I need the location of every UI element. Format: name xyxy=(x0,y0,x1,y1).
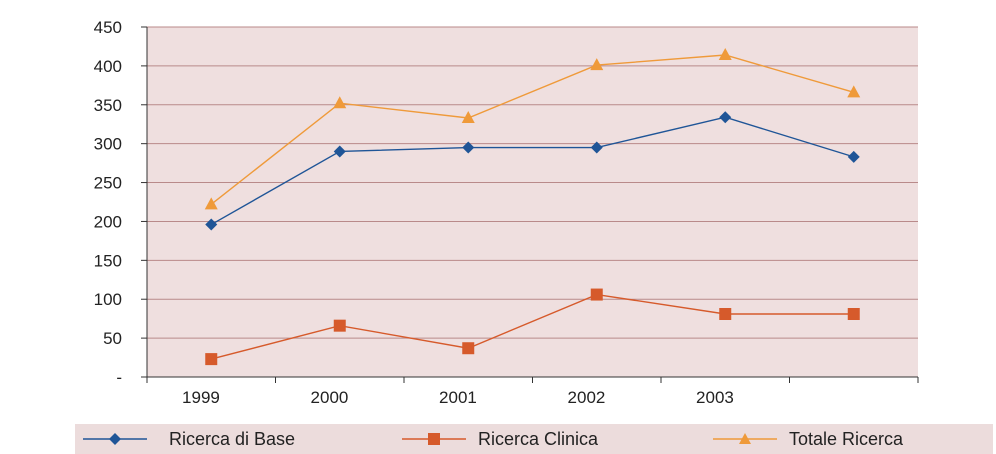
y-tick-label: 250 xyxy=(94,174,122,193)
y-tick-label: 450 xyxy=(94,18,122,37)
series-totale-ricerca xyxy=(204,48,861,210)
data-point xyxy=(590,288,603,301)
legend-swatch-diamond xyxy=(83,429,147,449)
data-point xyxy=(204,197,218,210)
data-point xyxy=(333,319,346,332)
legend-swatch-triangle xyxy=(713,429,777,449)
legend-label: Ricerca di Base xyxy=(169,428,296,449)
legend-swatch-square xyxy=(402,429,466,449)
y-tick-label: 200 xyxy=(94,212,122,231)
y-axis: - 50 100 150 200 250 300 350 400 450 xyxy=(94,18,148,387)
data-point xyxy=(462,342,475,355)
x-tick-label: 2000 xyxy=(311,388,349,407)
legend-item-totale-ricerca: Totale Ricerca xyxy=(713,424,903,454)
y-tick-label: 300 xyxy=(94,135,122,154)
x-axis: 1999 2000 2001 2002 2003 xyxy=(146,376,919,407)
y-tick-label: 150 xyxy=(94,251,122,270)
series-line xyxy=(210,54,854,205)
series-line xyxy=(211,293,854,360)
data-point xyxy=(462,141,475,154)
data-point xyxy=(205,353,218,366)
y-tick-label: 350 xyxy=(94,96,122,115)
x-tick-label: 2002 xyxy=(568,388,606,407)
series-line xyxy=(210,116,854,226)
legend-label: Totale Ricerca xyxy=(789,428,904,449)
line-chart: - 50 100 150 200 250 300 350 400 450 1999 2000 2001… xyxy=(94,18,919,407)
data-point xyxy=(719,308,732,320)
data-point xyxy=(205,218,218,231)
series-layer xyxy=(204,48,861,366)
y-tick-label: - xyxy=(116,368,122,387)
x-tick-label: 1999 xyxy=(182,388,220,407)
data-point xyxy=(847,150,860,163)
plot-area xyxy=(147,27,918,377)
y-tick-label: 50 xyxy=(103,329,122,348)
data-point xyxy=(590,141,603,154)
x-tick-label: 2001 xyxy=(439,388,477,407)
data-point xyxy=(461,111,475,123)
legend-label: Ricerca Clinica xyxy=(478,428,599,449)
y-tick-label: 400 xyxy=(94,57,122,76)
legend: Ricerca di Base Ricerca Clinica Totale R… xyxy=(75,424,993,454)
series-ricerca-clinica xyxy=(205,288,860,366)
data-point xyxy=(333,145,346,158)
data-point xyxy=(847,308,860,320)
legend-item-ricerca-di-base: Ricerca di Base xyxy=(83,424,295,454)
x-tick-label: 2003 xyxy=(696,388,734,407)
legend-item-ricerca-clinica: Ricerca Clinica xyxy=(402,424,598,454)
data-point xyxy=(719,111,732,124)
data-point xyxy=(590,58,604,71)
data-point xyxy=(718,48,732,60)
gridlines xyxy=(147,26,918,339)
series-ricerca-di-base xyxy=(205,111,860,231)
y-tick-label: 100 xyxy=(94,290,122,309)
data-point xyxy=(333,96,347,109)
data-point xyxy=(847,85,861,98)
